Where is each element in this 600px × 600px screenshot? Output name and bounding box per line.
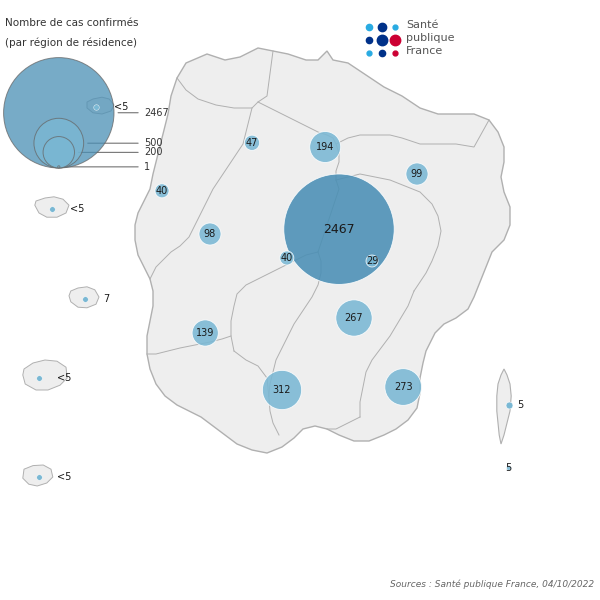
Text: 5: 5	[506, 463, 512, 473]
Text: 139: 139	[196, 328, 214, 338]
Text: <5: <5	[70, 204, 84, 214]
Circle shape	[310, 131, 341, 163]
Text: 47: 47	[246, 138, 258, 148]
Polygon shape	[23, 360, 67, 390]
Text: <5: <5	[114, 102, 128, 112]
Circle shape	[244, 135, 260, 151]
Text: Nombre de cas confirmés: Nombre de cas confirmés	[5, 18, 139, 28]
Text: <5: <5	[57, 373, 71, 383]
Polygon shape	[135, 48, 510, 453]
Text: 267: 267	[344, 313, 364, 323]
Text: 1: 1	[144, 162, 150, 172]
Circle shape	[284, 174, 394, 284]
Circle shape	[336, 300, 372, 336]
Text: 194: 194	[316, 142, 334, 152]
Text: 2467: 2467	[144, 108, 169, 118]
Text: 7: 7	[103, 294, 109, 304]
Text: 98: 98	[204, 229, 216, 239]
Polygon shape	[23, 465, 53, 486]
Text: 273: 273	[394, 382, 413, 392]
Circle shape	[58, 166, 60, 168]
Text: 40: 40	[281, 253, 293, 263]
Text: Santé
publique
France: Santé publique France	[406, 20, 455, 56]
Circle shape	[34, 118, 83, 168]
Text: 5: 5	[517, 400, 523, 410]
Text: 312: 312	[273, 385, 291, 395]
Circle shape	[192, 320, 218, 346]
Polygon shape	[35, 197, 69, 217]
Text: 29: 29	[366, 256, 378, 266]
Circle shape	[43, 137, 74, 168]
Circle shape	[406, 163, 428, 185]
Polygon shape	[87, 97, 114, 114]
Text: Sources : Santé publique France, 04/10/2022: Sources : Santé publique France, 04/10/2…	[390, 580, 594, 589]
Text: 2467: 2467	[323, 223, 355, 236]
Circle shape	[506, 466, 511, 470]
Circle shape	[262, 370, 302, 410]
Text: 500: 500	[144, 138, 163, 148]
Text: 40: 40	[156, 186, 168, 196]
Circle shape	[199, 223, 221, 245]
Polygon shape	[497, 369, 511, 444]
Text: 200: 200	[144, 147, 163, 157]
Circle shape	[4, 58, 114, 168]
Text: <5: <5	[57, 472, 71, 482]
Text: 99: 99	[411, 169, 423, 179]
Circle shape	[280, 251, 294, 265]
Circle shape	[366, 255, 378, 267]
Polygon shape	[69, 287, 99, 308]
Circle shape	[385, 368, 422, 406]
Circle shape	[155, 184, 169, 198]
Text: (par région de résidence): (par région de résidence)	[5, 37, 137, 48]
